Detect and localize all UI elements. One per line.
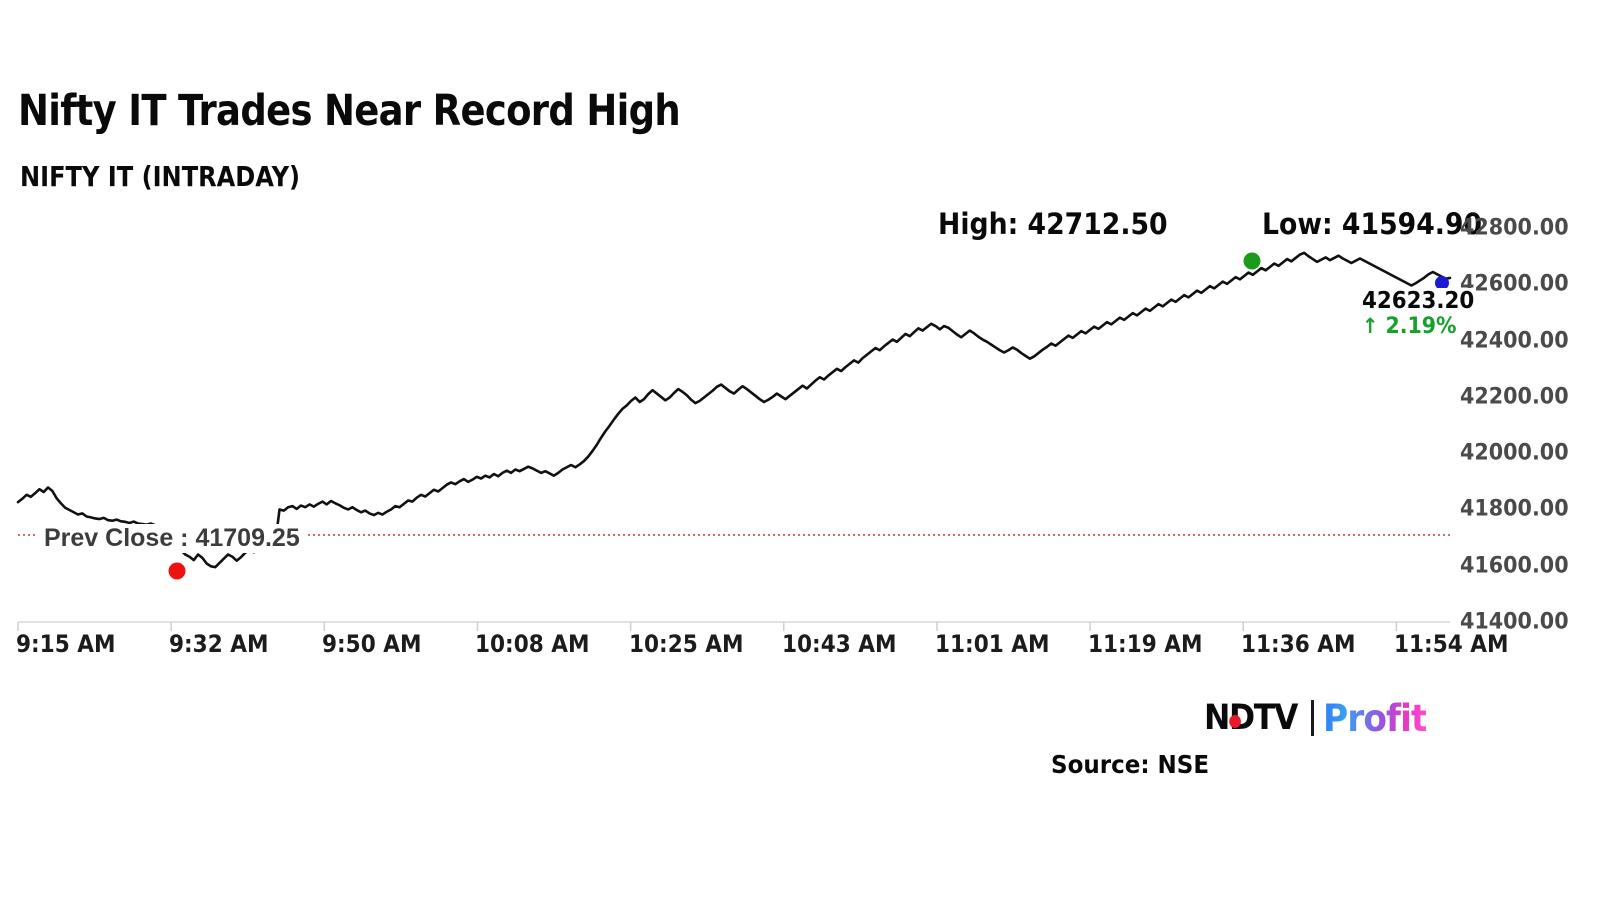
intraday-line-chart xyxy=(16,251,1452,631)
logo-divider xyxy=(1311,700,1315,736)
profit-wordmark: Profit xyxy=(1323,696,1427,740)
y-axis-label: 42400.00 xyxy=(1460,328,1569,354)
chart-area xyxy=(0,200,1600,640)
y-axis-label: 42000.00 xyxy=(1460,440,1569,466)
x-axis-label: 10:43 AM xyxy=(781,630,897,658)
y-axis-label: 42600.00 xyxy=(1460,271,1569,297)
x-axis-label: 11:01 AM xyxy=(934,630,1050,658)
source-label: Source: NSE xyxy=(1051,750,1210,779)
last-price-label: 42623.20 xyxy=(1362,288,1475,314)
high-stat: High: 42712.50 xyxy=(938,207,1168,241)
y-axis-label: 42800.00 xyxy=(1460,215,1569,241)
low-marker xyxy=(168,562,186,580)
page-title: Nifty IT Trades Near Record High xyxy=(18,86,681,136)
y-axis-label: 41600.00 xyxy=(1460,553,1569,579)
y-axis-label: 42200.00 xyxy=(1460,384,1569,410)
last-marker xyxy=(1435,276,1449,290)
x-axis-label: 9:32 AM xyxy=(169,630,269,658)
high-marker xyxy=(1243,252,1261,270)
ndtv-wordmark: NDTV xyxy=(1204,698,1298,738)
x-axis-label: 10:08 AM xyxy=(475,630,590,658)
last-change-value: 2.19% xyxy=(1385,314,1457,339)
y-axis-label: 41400.00 xyxy=(1460,609,1569,635)
x-axis-label: 9:50 AM xyxy=(322,630,422,658)
last-change-label: ↑ 2.19% xyxy=(1362,314,1457,339)
ndtv-profit-logo: NDTV Profit xyxy=(1204,696,1435,740)
prev-close-label: Prev Close : 41709.25 xyxy=(38,524,306,553)
x-axis-label: 11:54 AM xyxy=(1394,630,1509,658)
y-axis-label: 41800.00 xyxy=(1460,496,1569,522)
x-axis-label: 9:15 AM xyxy=(16,630,116,658)
price-line xyxy=(16,251,1452,569)
ndtv-red-dot-icon xyxy=(1229,715,1241,728)
chart-subtitle: NIFTY IT (INTRADAY) xyxy=(20,160,301,193)
low-stat: Low: 41594.90 xyxy=(1262,207,1483,241)
up-arrow-icon: ↑ xyxy=(1362,314,1379,338)
x-axis-label: 10:25 AM xyxy=(628,630,744,658)
ndtv-text: NDTV xyxy=(1204,698,1298,738)
x-axis-label: 11:36 AM xyxy=(1241,630,1356,658)
x-axis-label: 11:19 AM xyxy=(1088,630,1203,658)
